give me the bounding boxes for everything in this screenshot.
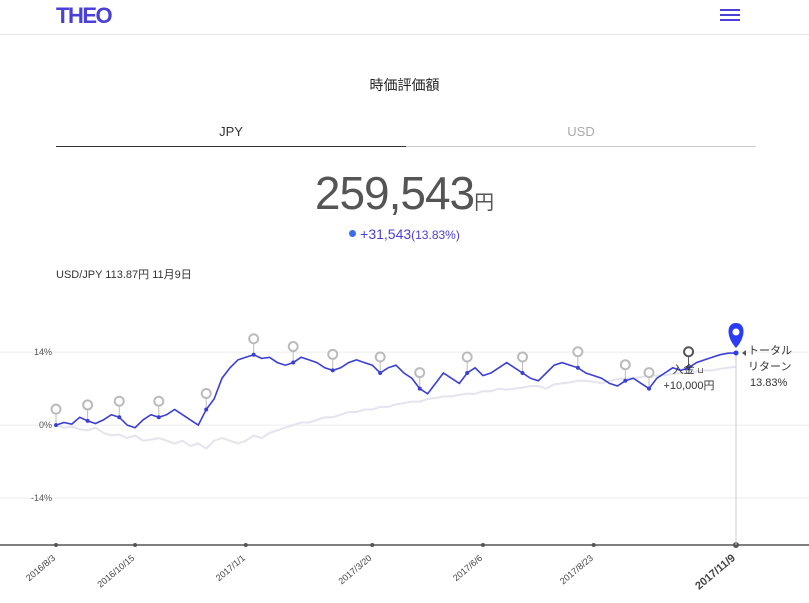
data-point — [520, 370, 525, 375]
deposit-label: 入金 — [673, 362, 695, 376]
valuation-unit: 円 — [474, 192, 495, 214]
event-pin-icon[interactable] — [50, 403, 62, 428]
data-point — [465, 370, 470, 375]
data-point — [623, 378, 628, 383]
total-return-value: 13.83% — [750, 377, 788, 389]
theo-logo[interactable]: THEO — [56, 3, 113, 28]
valuation-number: 259,543 — [314, 167, 475, 219]
event-pin-icon[interactable] — [153, 395, 165, 420]
event-pin-icon[interactable] — [517, 351, 529, 375]
total-return-label-line2: リターン — [748, 360, 791, 373]
pin-head — [50, 403, 62, 415]
valuation-amount: 259,543円 — [0, 166, 809, 220]
pin-head — [683, 346, 695, 358]
data-point — [647, 386, 652, 391]
pin-head — [374, 351, 386, 363]
data-point — [291, 360, 296, 365]
pin-head — [517, 351, 529, 363]
valuation-chart[interactable]: 14% 0% -14% 2016/8/3 2016/10/15 2017/1/1 2017… — [0, 300, 809, 603]
change-amount: +31,543 — [360, 226, 412, 242]
pin-head — [414, 367, 426, 379]
hamburger-menu-icon[interactable] — [720, 8, 742, 22]
total-return-label-line1: トータル — [748, 344, 792, 357]
x-tick-label: 2017/6/6 — [451, 553, 484, 583]
pin-head — [113, 395, 125, 407]
pin-head — [327, 348, 339, 360]
data-point — [204, 407, 209, 412]
tab-usd[interactable]: USD — [406, 124, 756, 147]
y-tick-label: 14% — [34, 347, 52, 357]
x-tick-label: 2017/3/20 — [336, 553, 373, 586]
event-pin-icon[interactable] — [327, 348, 339, 373]
end-data-point — [733, 350, 739, 356]
pin-head — [287, 341, 299, 353]
x-tick-label: 2016/10/15 — [95, 553, 136, 590]
x-tick-label: 2017/8/23 — [558, 553, 595, 586]
x-axis-tick — [133, 543, 138, 547]
pin-head — [643, 367, 655, 379]
pin-head — [248, 333, 260, 345]
event-pin-icon[interactable] — [374, 351, 386, 375]
x-tick-label: 2017/11/9 — [693, 552, 738, 592]
change-percent: (13.83%) — [411, 228, 460, 242]
pin-head — [153, 395, 165, 407]
event-pin-icon[interactable] — [572, 346, 584, 370]
data-point — [378, 370, 383, 375]
x-tick-label: 2016/8/3 — [24, 553, 57, 583]
pin-head — [82, 399, 94, 411]
tab-jpy[interactable]: JPY — [56, 124, 406, 147]
currency-tabs: JPY USD — [56, 124, 756, 148]
data-point — [117, 415, 122, 420]
deposit-amount: +10,000円 — [663, 380, 714, 392]
chart-series-line-benchmark — [55, 365, 737, 450]
header: THEO — [0, 0, 809, 35]
page-title: 時価評価額 — [369, 77, 440, 93]
event-pin-icon[interactable] — [113, 395, 125, 420]
event-pin-icon[interactable] — [461, 351, 473, 375]
chart-series-line-jpy — [55, 352, 737, 429]
pin-head — [200, 387, 212, 399]
change-dot-icon — [349, 230, 357, 237]
data-point — [330, 368, 335, 373]
data-point — [251, 352, 256, 357]
x-axis-tick — [370, 543, 375, 547]
pin-hole — [732, 328, 740, 336]
event-pin-icon[interactable] — [200, 387, 212, 412]
valuation-change: +31,543(13.83%) — [0, 226, 809, 242]
event-pin-icon[interactable] — [82, 399, 94, 423]
x-axis-tick — [54, 543, 58, 547]
y-tick-label: 0% — [39, 420, 52, 430]
x-tick-label: 2017/1/1 — [214, 553, 247, 583]
pin-head — [572, 346, 584, 358]
x-axis-tick — [480, 543, 485, 547]
pin-head — [461, 351, 473, 363]
event-pin-icon[interactable] — [643, 367, 655, 391]
data-point — [575, 365, 580, 370]
event-pin-icon[interactable] — [619, 359, 631, 383]
event-pin-icon[interactable] — [287, 341, 299, 365]
y-tick-label: -14% — [31, 493, 52, 503]
data-point — [54, 423, 58, 428]
x-axis-tick — [591, 543, 596, 547]
deposit-pin-icon[interactable] — [683, 346, 695, 370]
data-point — [417, 386, 422, 391]
data-point — [156, 415, 161, 420]
data-point — [85, 418, 90, 423]
event-pin-icon[interactable] — [248, 333, 260, 357]
x-axis-tick — [243, 543, 248, 547]
event-pin-icon[interactable] — [414, 367, 426, 391]
data-point — [686, 365, 691, 370]
pin-head — [619, 359, 631, 371]
callout-arrow-icon — [742, 350, 746, 357]
fx-rate: USD/JPY 113.87円 11月9日 — [56, 269, 192, 281]
deposit-icon: ⊔ — [698, 366, 704, 375]
